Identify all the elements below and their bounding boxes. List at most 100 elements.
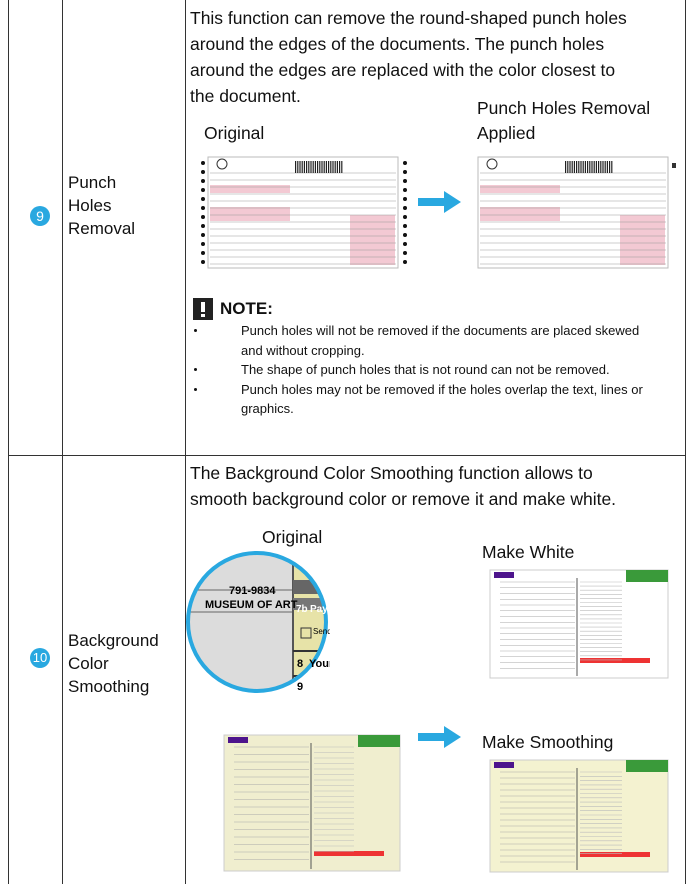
decoration [480,185,560,193]
decoration [403,179,407,183]
decoration [216,158,228,170]
label-line: Punch [68,173,117,192]
border [8,0,9,884]
border [185,0,186,884]
row-number: 9 [30,206,50,226]
text-line: around the edges of the documents. The p… [190,34,605,54]
zoom-text: Payment [310,604,330,615]
decoration [201,251,205,255]
decoration [602,161,604,173]
decoration [609,161,611,173]
document-image [489,569,669,679]
decoration [403,197,407,201]
decoration [494,572,514,578]
description: The Background Color Smoothing function … [190,460,616,512]
text-line: smooth background color or remove it and… [190,489,617,509]
decoration [201,242,205,246]
decoration [314,851,384,856]
decoration [314,161,316,173]
decoration [582,161,584,173]
decoration [403,161,407,165]
decoration [403,233,407,237]
decoration [328,161,330,173]
zoom-text: 7b [296,604,308,615]
decoration [358,735,400,747]
row-border [8,455,685,456]
decoration [626,760,668,772]
decoration [317,161,319,173]
zoom-text: 791-9834 [229,585,276,597]
arrow [418,191,461,213]
decoration [403,206,407,210]
decoration [223,734,401,872]
caption: Original [262,527,323,547]
decoration [228,737,248,743]
caption: Original [204,123,265,143]
text-line: the document. [190,86,301,106]
decoration [486,158,498,170]
zoom-text: 9 [297,681,303,693]
note-item: The shape of punch holes that is not rou… [194,360,661,380]
border [685,0,686,884]
decoration [301,161,303,173]
decoration [306,161,308,173]
decoration [350,215,395,265]
decoration [403,188,407,192]
decoration [578,161,580,173]
decoration [201,224,205,228]
decoration [334,161,336,173]
decoration [201,197,205,201]
decoration [626,570,668,582]
decoration [201,161,205,165]
note-icon [193,298,213,320]
decoration [598,161,600,173]
text-line: This function can remove the round-shape… [190,8,627,28]
decoration [600,161,602,173]
decoration [571,161,573,173]
label-line: Removal [68,219,136,238]
decoration [403,224,407,228]
decoration [606,161,608,173]
text-line: around the edges are replaced with the c… [190,60,616,80]
decoration [672,163,676,168]
document-image [223,734,401,872]
label-line: Color [68,654,109,673]
document-image [477,156,676,269]
decoration [332,161,334,173]
decoration [210,185,290,193]
decoration [565,161,567,173]
decoration [620,215,665,265]
decoration [403,170,407,174]
zoom-text: Your Inte [309,658,330,670]
decoration [210,207,290,221]
label-line: Smoothing [68,677,150,696]
note-item: Punch holes may not be removed if the ho… [194,380,661,419]
label-line: Holes [68,196,112,215]
zoom-image: 791-9834 MUSEUM OF ART 7b Payment Sender… [186,551,330,693]
decoration [201,179,205,183]
decoration [201,233,205,237]
decoration [573,161,575,173]
decoration [325,161,327,173]
decoration [494,762,514,768]
decoration [321,161,323,173]
decoration [297,161,299,173]
decoration [312,161,314,173]
decoration [295,161,297,173]
border [62,0,63,884]
decoration [403,260,407,264]
row-label: Punch Holes Removal [68,171,135,240]
zoom-text: Sender [313,627,330,636]
decoration [584,161,586,173]
note-title: NOTE: [220,299,273,318]
caption: Punch Holes Removal Applied [477,96,650,146]
row-number: 10 [30,648,50,668]
decoration [604,161,606,173]
decoration [336,161,338,173]
decoration [576,161,578,173]
caption: Make Smoothing [482,732,614,752]
decoration [308,161,310,173]
label-line: Background [68,631,159,650]
decoration [319,161,321,173]
